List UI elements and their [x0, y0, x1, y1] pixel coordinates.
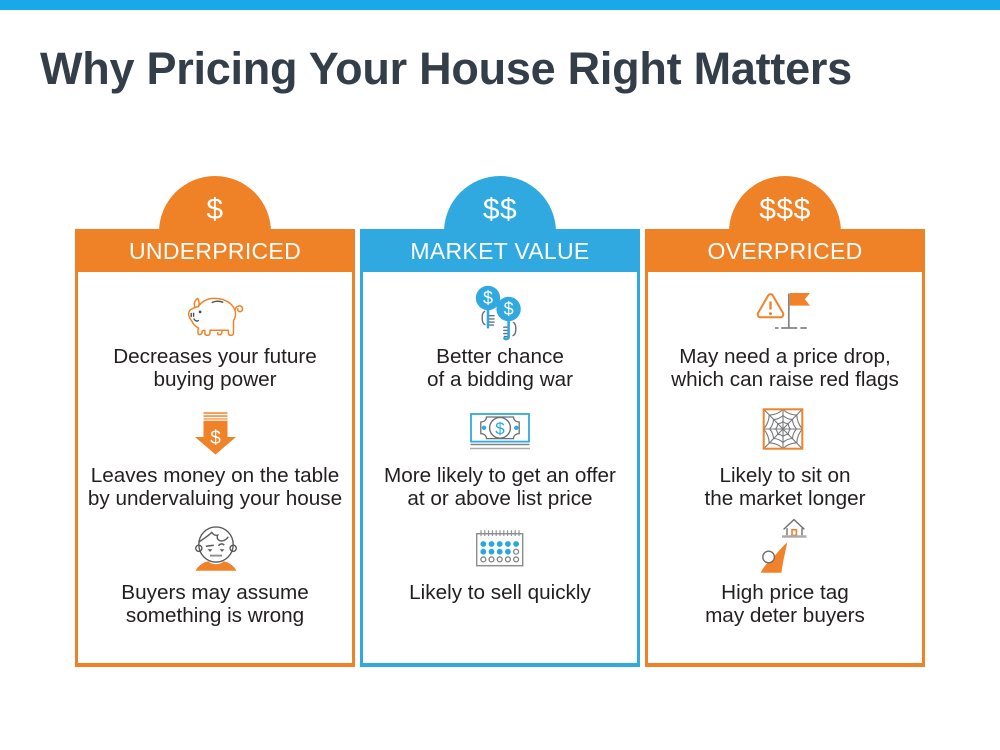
svg-text:$: $ — [495, 419, 505, 438]
svg-text:$: $ — [504, 299, 514, 319]
svg-text:$: $ — [483, 288, 493, 308]
svg-text:$: $ — [210, 428, 221, 449]
